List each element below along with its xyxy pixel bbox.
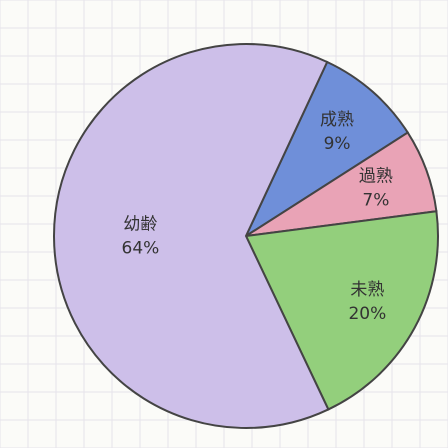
slice-label: 幼齢	[123, 214, 157, 234]
value-label: 64%	[122, 238, 160, 258]
pie-slice	[244, 210, 439, 411]
value-label: 20%	[348, 304, 386, 324]
value-label: 9%	[324, 134, 351, 154]
pie: 成熟 9% 過熟 7% 未熟 20% 幼齢 64%	[53, 43, 439, 429]
slice-label: 未熟	[350, 279, 384, 300]
slice-label: 成熟	[320, 109, 354, 130]
value-label: 7%	[362, 191, 389, 211]
pie-slice	[243, 60, 410, 239]
pie-slice	[53, 43, 330, 429]
slice-label: 過熟	[359, 166, 393, 187]
